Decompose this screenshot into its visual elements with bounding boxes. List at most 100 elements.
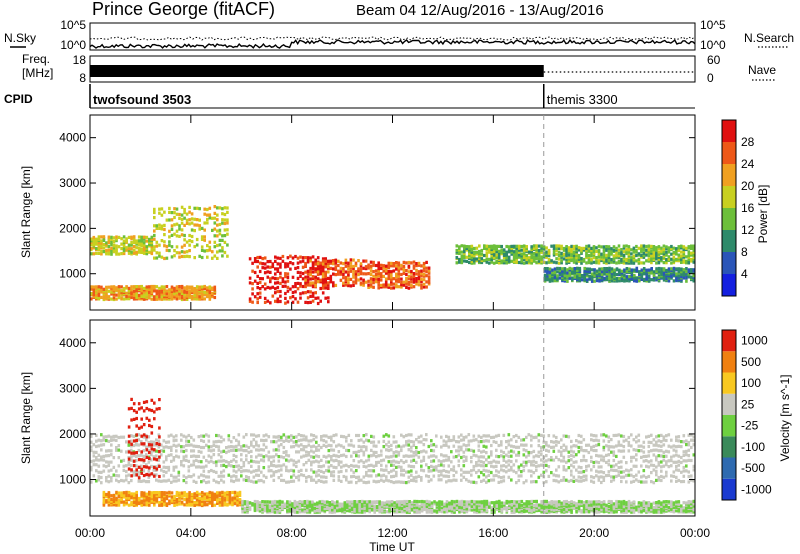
data-cell xyxy=(130,492,133,496)
data-cell xyxy=(357,272,360,277)
data-cell xyxy=(565,434,568,438)
data-cell xyxy=(107,491,111,495)
data-cell xyxy=(500,261,503,265)
data-cell xyxy=(125,246,128,250)
data-cell xyxy=(185,494,189,499)
data-cell xyxy=(567,459,571,463)
data-cell xyxy=(620,269,624,273)
data-cell xyxy=(122,235,126,239)
data-cell xyxy=(301,500,304,504)
data-cell xyxy=(450,468,453,472)
data-cell xyxy=(612,458,616,463)
data-cell xyxy=(667,257,671,261)
data-cell xyxy=(150,288,154,292)
data-cell xyxy=(102,438,106,442)
data-cell xyxy=(422,261,426,266)
data-cell xyxy=(285,435,288,439)
data-cell xyxy=(180,463,183,467)
data-cell xyxy=(573,273,577,277)
data-cell xyxy=(680,257,683,261)
data-cell xyxy=(312,434,316,438)
data-cell xyxy=(547,458,551,462)
data-cell xyxy=(282,463,286,467)
data-cell xyxy=(175,444,178,448)
data-cell xyxy=(142,297,146,301)
data-cell xyxy=(187,433,191,438)
data-cell xyxy=(650,269,653,274)
data-cell xyxy=(125,469,128,474)
data-cell xyxy=(226,498,229,502)
data-cell xyxy=(592,464,596,469)
data-cell xyxy=(332,259,335,263)
data-cell xyxy=(530,259,533,263)
data-cell xyxy=(628,267,631,271)
data-cell xyxy=(665,449,668,453)
data-cell xyxy=(163,288,166,292)
data-cell xyxy=(180,284,184,289)
data-cell xyxy=(432,454,436,458)
data-cell xyxy=(430,454,433,458)
data-cell xyxy=(290,434,293,438)
data-cell xyxy=(392,454,396,458)
data-cell xyxy=(127,463,131,467)
data-cell xyxy=(422,438,426,442)
data-cell xyxy=(187,469,191,473)
data-cell xyxy=(477,440,481,444)
data-cell xyxy=(226,232,229,236)
data-cell xyxy=(577,440,581,444)
data-cell xyxy=(502,469,506,473)
data-cell xyxy=(260,448,263,452)
data-cell xyxy=(537,444,541,448)
data-cell xyxy=(620,434,623,438)
data-cell xyxy=(427,469,431,473)
data-cell xyxy=(395,474,398,478)
data-cell xyxy=(175,492,179,497)
data-cell xyxy=(558,266,562,271)
data-cell xyxy=(462,454,466,459)
data-cell xyxy=(427,275,431,279)
data-cell xyxy=(440,453,443,457)
data-cell xyxy=(281,500,284,504)
data-cell xyxy=(632,455,636,459)
data-cell xyxy=(211,295,214,299)
data-cell xyxy=(327,460,331,464)
data-cell xyxy=(207,480,211,484)
data-cell xyxy=(630,468,633,472)
data-cell xyxy=(286,285,290,289)
data-cell xyxy=(592,256,596,260)
data-cell xyxy=(555,479,558,483)
data-cell xyxy=(400,433,403,437)
data-cell xyxy=(562,459,566,463)
data-cell xyxy=(460,473,463,477)
data-cell xyxy=(680,278,683,282)
data-cell xyxy=(334,273,338,277)
data-cell xyxy=(253,259,257,264)
data-cell xyxy=(135,424,138,428)
data-cell xyxy=(397,450,401,454)
data-cell xyxy=(335,433,338,437)
data-cell xyxy=(311,275,315,279)
y-tick-label: 3000 xyxy=(59,176,86,190)
data-cell xyxy=(350,439,353,443)
data-cell xyxy=(633,273,636,278)
data-cell xyxy=(390,275,393,279)
data-cell xyxy=(415,262,418,266)
data-cell xyxy=(665,252,668,256)
data-cell xyxy=(276,262,280,266)
data-cell xyxy=(332,465,336,469)
data-cell xyxy=(652,463,656,468)
data-cell xyxy=(162,465,166,469)
data-cell xyxy=(667,255,671,259)
data-cell xyxy=(284,284,287,288)
data-cell xyxy=(367,285,370,289)
data-cell xyxy=(230,448,233,453)
data-cell xyxy=(407,281,411,285)
data-cell xyxy=(377,283,380,287)
data-cell xyxy=(447,458,451,462)
data-cell xyxy=(225,459,228,464)
data-cell xyxy=(203,492,206,496)
data-cell xyxy=(507,459,511,463)
data-cell xyxy=(246,502,249,506)
data-cell xyxy=(265,445,268,449)
data-cell xyxy=(364,272,368,276)
